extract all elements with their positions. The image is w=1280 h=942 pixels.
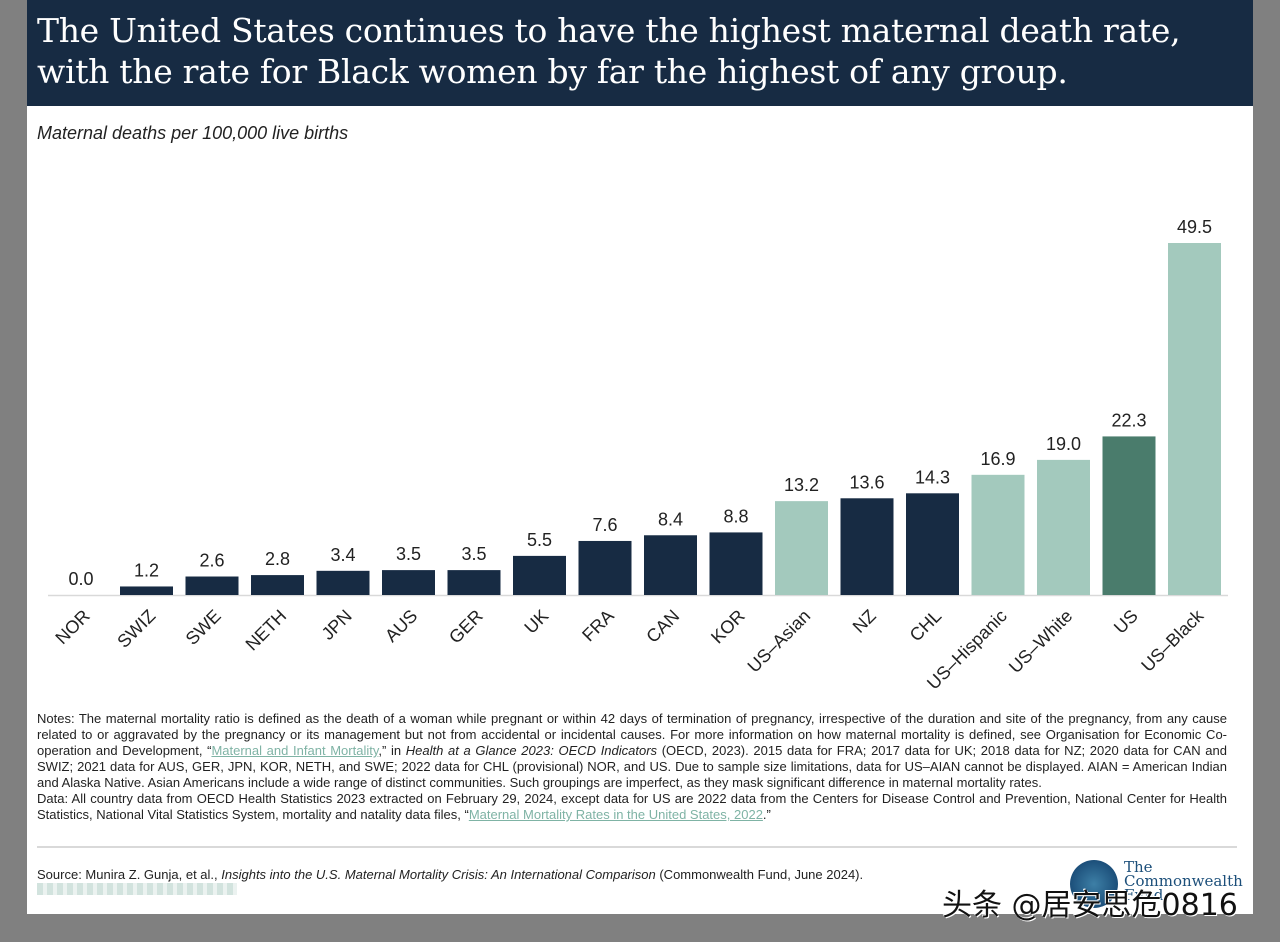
notes: Notes: The maternal mortality ratio is d…	[37, 711, 1227, 823]
category-label: CAN	[642, 606, 683, 647]
category-label: FRA	[578, 606, 618, 646]
bar-us-asian	[775, 501, 828, 595]
bar-neth	[251, 575, 304, 595]
divider	[37, 846, 1237, 848]
data-label: 3.5	[396, 544, 421, 564]
data-label: 14.3	[915, 467, 950, 487]
data-label: 16.9	[980, 449, 1015, 469]
category-label: US–Asian	[744, 606, 815, 677]
data-label: 0.0	[68, 569, 93, 589]
bar-uk	[513, 555, 566, 595]
bar-kor	[709, 532, 763, 595]
data-label: 19.0	[1046, 434, 1081, 454]
bar-nz	[840, 498, 894, 595]
chart-card: The United States continues to have the …	[27, 0, 1253, 914]
bar-us-hispanic	[971, 474, 1025, 595]
y-axis-label: Maternal deaths per 100,000 live births	[37, 123, 349, 143]
data-label: 2.8	[265, 549, 290, 569]
data-label: 7.6	[592, 515, 617, 535]
category-label: KOR	[707, 606, 749, 648]
bar-us	[1102, 436, 1156, 595]
bar-ger	[447, 570, 501, 595]
notes-paragraph: Notes: The maternal mortality ratio is d…	[37, 711, 1227, 790]
category-label: SWE	[182, 606, 225, 649]
blurred-source-link[interactable]	[37, 883, 237, 895]
bar-chart: 0.0 1.2 2.6 2.8 3.4 3.5 3.5 5.5 7.6 8.4 8.8 13.2 13.…	[48, 217, 1228, 693]
data-paragraph: Data: All country data from OECD Health …	[37, 791, 1227, 822]
commonwealth-fund-logo-icon	[1070, 860, 1118, 908]
category-label: AUS	[381, 606, 421, 646]
source-citation: Source: Munira Z. Gunja, et al., Insight…	[37, 867, 864, 882]
category-label: JPN	[318, 606, 356, 644]
category-label: US	[1110, 606, 1142, 638]
bar-swiz	[120, 586, 173, 595]
title-banner: The United States continues to have the …	[27, 0, 1253, 106]
category-label: NOR	[51, 606, 93, 648]
bar-chl	[906, 493, 959, 595]
category-label: CHL	[906, 606, 946, 646]
bar-swe	[185, 576, 239, 595]
category-label: SWIZ	[113, 606, 159, 652]
bar-jpn	[316, 570, 370, 595]
data-label: 22.3	[1111, 410, 1146, 430]
logo-text: The Commonwealth Fund	[1124, 858, 1243, 904]
data-label: 1.2	[134, 560, 159, 580]
chart-title: The United States continues to have the …	[37, 11, 1181, 91]
data-label: 3.4	[330, 545, 355, 565]
data-label: 5.5	[527, 530, 552, 550]
bar-us-black	[1168, 243, 1221, 595]
data-label: 13.2	[784, 475, 819, 495]
bar-can	[644, 535, 697, 595]
data-label: 2.6	[199, 551, 224, 571]
category-label: UK	[520, 606, 552, 638]
data-label: 8.8	[723, 506, 748, 526]
bar-us-white	[1037, 459, 1090, 595]
bar-fra	[578, 540, 632, 595]
category-label: GER	[445, 606, 487, 648]
data-label: 49.5	[1177, 217, 1212, 237]
data-label: 8.4	[658, 509, 683, 529]
data-label: 3.5	[461, 544, 486, 564]
data-label: 13.6	[849, 472, 884, 492]
category-label: NETH	[242, 606, 291, 655]
bar-aus	[382, 570, 435, 595]
us-maternal-rates-link[interactable]: Maternal Mortality Rates in the United S…	[468, 807, 763, 822]
category-label: NZ	[849, 606, 880, 637]
maternal-infant-mortality-link[interactable]: Maternal and Infant Mortality	[211, 743, 379, 758]
watermark: 头条 @居安思危0816	[942, 888, 1238, 923]
category-label: US–White	[1005, 606, 1076, 677]
category-label: US–Black	[1137, 605, 1208, 676]
